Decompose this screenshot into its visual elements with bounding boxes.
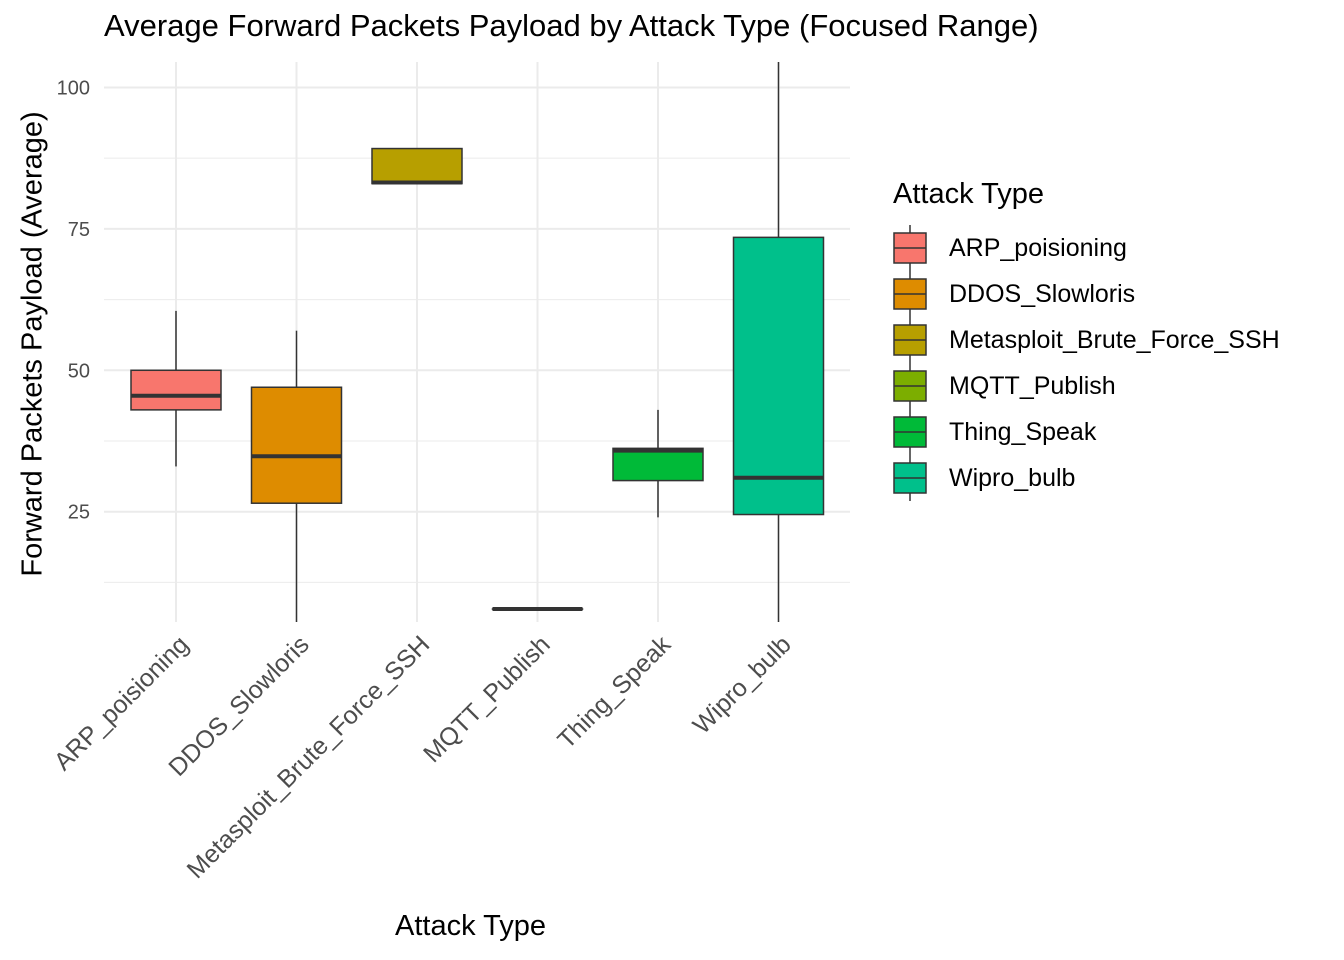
legend-item: Wipro_bulb — [893, 455, 1280, 501]
box — [612, 447, 704, 482]
boxplot-Thing_Speak — [612, 409, 704, 518]
x-tick-label: MQTT_Publish — [418, 630, 556, 768]
boxplots — [130, 62, 825, 622]
legend-label: Metasploit_Brute_Force_SSH — [949, 325, 1280, 354]
chart-title: Average Forward Packets Payload by Attac… — [104, 8, 1039, 43]
legend-label: Thing_Speak — [949, 417, 1097, 446]
box — [130, 369, 222, 411]
legend-title: Attack Type — [893, 178, 1044, 210]
legend-items: ARP_poisioning DDOS_Slowloris Metasploit_B… — [893, 225, 1280, 501]
minor-gridlines — [104, 157, 850, 583]
x-tick-label: Thing_Speak — [552, 630, 676, 754]
x-tick-label: Wipro_bulb — [688, 630, 797, 739]
legend-label: ARP_poisioning — [949, 233, 1127, 262]
legend-item: ARP_poisioning — [893, 225, 1280, 271]
legend-item: Metasploit_Brute_Force_SSH — [893, 317, 1280, 363]
legend-label: Wipro_bulb — [949, 463, 1076, 492]
box — [250, 386, 343, 504]
legend-label: MQTT_Publish — [949, 371, 1116, 400]
y-tick-label: 25 — [68, 502, 90, 524]
legend-item: Thing_Speak — [893, 409, 1280, 455]
boxplot-ARP_poisioning — [130, 310, 222, 467]
y-tick-label: 50 — [68, 360, 90, 382]
box — [732, 236, 825, 516]
legend-key — [893, 225, 927, 271]
x-axis-title: Attack Type — [395, 910, 546, 942]
x-axis-tick-labels: ARP_poisioningDDOS_SlowlorisMetasploit_B… — [49, 630, 797, 884]
legend-key — [893, 317, 927, 363]
legend-key — [893, 271, 927, 317]
boxplot-Metasploit_Brute_Force_SSH — [371, 147, 463, 185]
legend-item: DDOS_Slowloris — [893, 271, 1280, 317]
y-tick-label: 75 — [68, 219, 90, 241]
boxplot-Wipro_bulb — [732, 62, 825, 622]
y-tick-label: 100 — [57, 77, 90, 99]
legend-label: DDOS_Slowloris — [949, 279, 1136, 308]
x-tick-label: Metasploit_Brute_Force_SSH — [182, 630, 436, 884]
y-axis-tick-labels: 25 50 75 100 — [57, 77, 90, 523]
legend-key — [893, 409, 927, 455]
legend-item: MQTT_Publish — [893, 363, 1280, 409]
y-axis-title: Forward Packets Payload (Average) — [16, 111, 49, 577]
legend: Attack Type ARP_poisioning DDOS_Slowloris… — [893, 178, 1280, 501]
boxplot-DDOS_Slowloris — [250, 330, 343, 622]
legend-key — [893, 455, 927, 501]
box — [371, 147, 463, 185]
legend-key — [893, 363, 927, 409]
